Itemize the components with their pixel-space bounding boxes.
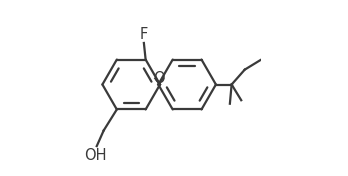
Text: OH: OH — [85, 148, 107, 163]
Text: O: O — [153, 71, 165, 86]
Text: F: F — [140, 27, 148, 42]
